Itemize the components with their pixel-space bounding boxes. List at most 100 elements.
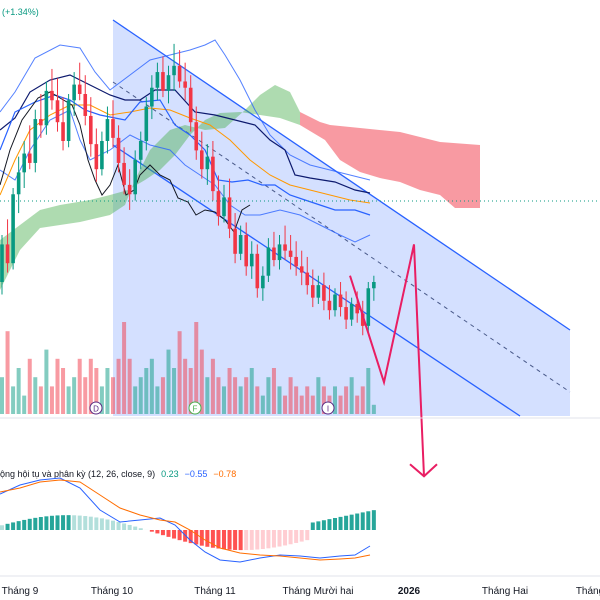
macd-histogram-bar (5, 523, 10, 530)
candle-body (316, 285, 321, 298)
volume-bar (366, 368, 371, 414)
macd-histogram-bar (271, 530, 276, 548)
macd-histogram-bar (244, 530, 249, 551)
macd-histogram-bar (233, 530, 238, 550)
volume-bar (122, 322, 127, 414)
macd-histogram-bar (16, 521, 21, 530)
macd-histogram-bar (344, 515, 349, 530)
volume-bar (72, 377, 77, 414)
event-marker-i[interactable]: I (321, 401, 335, 415)
macd-title: ộng hội tụ và phân kỳ (12, 26, close, 9) (0, 469, 155, 479)
macd-histogram-bar (338, 516, 343, 530)
candle-body (16, 172, 21, 195)
volume-bar (0, 377, 4, 414)
volume-bar (144, 368, 149, 414)
candle-body (5, 244, 10, 264)
event-marker-label: D (93, 405, 99, 414)
macd-histogram-bar (210, 530, 215, 548)
macd-histogram-bar (149, 530, 154, 532)
volume-bar (77, 358, 82, 414)
ichimoku-base-line (0, 74, 371, 194)
trend-channel-upper-line[interactable] (112, 19, 571, 331)
macd-histogram-bar (294, 530, 299, 543)
candle-body (249, 253, 254, 267)
macd-histogram-bar (360, 512, 365, 530)
volume-bar (194, 322, 199, 414)
macd-histogram-bar (22, 519, 27, 530)
volume-bar (210, 358, 215, 414)
candle-body (266, 247, 271, 276)
macd-histogram-bar (227, 530, 232, 550)
macd-histogram-bar (172, 530, 177, 539)
macd-histogram-bar (99, 518, 104, 530)
volume-bar (271, 368, 276, 414)
volume-bar (338, 395, 343, 414)
volume-bar (55, 358, 60, 414)
candle-body (66, 100, 71, 141)
volume-bar (222, 386, 226, 414)
volume-bar (255, 386, 260, 414)
macd-histogram-bar (72, 515, 77, 530)
volume-bar (371, 404, 376, 414)
volume-bar (127, 358, 132, 414)
candle-body (288, 250, 293, 257)
macd-histogram-bar (205, 530, 210, 547)
candle-body (72, 84, 76, 101)
macd-histogram (0, 510, 376, 551)
volume-bar (155, 386, 160, 414)
time-axis-label: Tháng (576, 586, 600, 597)
macd-histogram-bar (138, 528, 143, 530)
volume-bar (105, 368, 110, 414)
moving-average-line (0, 104, 371, 204)
candle-body (44, 90, 49, 126)
macd-histogram-bar (88, 516, 93, 530)
candle-body (205, 156, 210, 170)
time-axis-label: Tháng 9 (2, 586, 39, 597)
macd-histogram-bar (0, 525, 4, 530)
candle-body (111, 119, 115, 138)
candle-body (39, 119, 43, 126)
volume-bar (94, 368, 99, 414)
ichimoku-conversion-line (0, 94, 371, 216)
candle-body (94, 144, 99, 170)
time-axis-label: Tháng 11 (194, 586, 236, 597)
candle-body (61, 122, 65, 141)
candle-body (360, 313, 365, 326)
macd-histogram-bar (194, 530, 199, 545)
macd-histogram-bar (355, 513, 360, 530)
volume-bar (160, 377, 165, 414)
event-marker-f[interactable]: F (188, 401, 202, 415)
candle-body (333, 294, 337, 311)
volume-bar (99, 386, 104, 414)
projection-arrow-path[interactable] (349, 244, 425, 477)
volume-bar (294, 386, 299, 414)
volume-bar (199, 349, 204, 414)
volume-bar (344, 386, 349, 414)
candle-body (138, 141, 143, 160)
candle-body (200, 150, 204, 170)
candle-body (222, 197, 226, 217)
macd-signal-value: −0.78 (213, 469, 236, 479)
candle-body (372, 282, 376, 289)
candle-body (188, 87, 193, 123)
volume-bar (233, 377, 238, 414)
candle-body (22, 153, 26, 173)
candle-body (183, 81, 187, 88)
bollinger-upper-band (0, 39, 371, 181)
time-axis-label: Tháng Mười hai (282, 586, 353, 597)
macd-histogram-bar (94, 517, 99, 530)
candle-body (122, 162, 126, 185)
candle-body (211, 156, 215, 192)
candle-body (127, 184, 132, 195)
time-axis-label: 2026 (398, 586, 421, 597)
volume-bar (22, 395, 27, 414)
event-marker-d[interactable]: D (89, 401, 103, 415)
volume-bar (316, 377, 321, 414)
macd-histogram-bar (166, 530, 171, 537)
candle-body (294, 256, 298, 267)
volume-bar (49, 386, 54, 414)
time-axis[interactable]: Tháng 9 Tháng 10 Tháng 11 Tháng Mười hai 202… (2, 586, 600, 597)
candle-body (277, 244, 282, 261)
trend-channel-lower-line[interactable] (112, 144, 521, 417)
